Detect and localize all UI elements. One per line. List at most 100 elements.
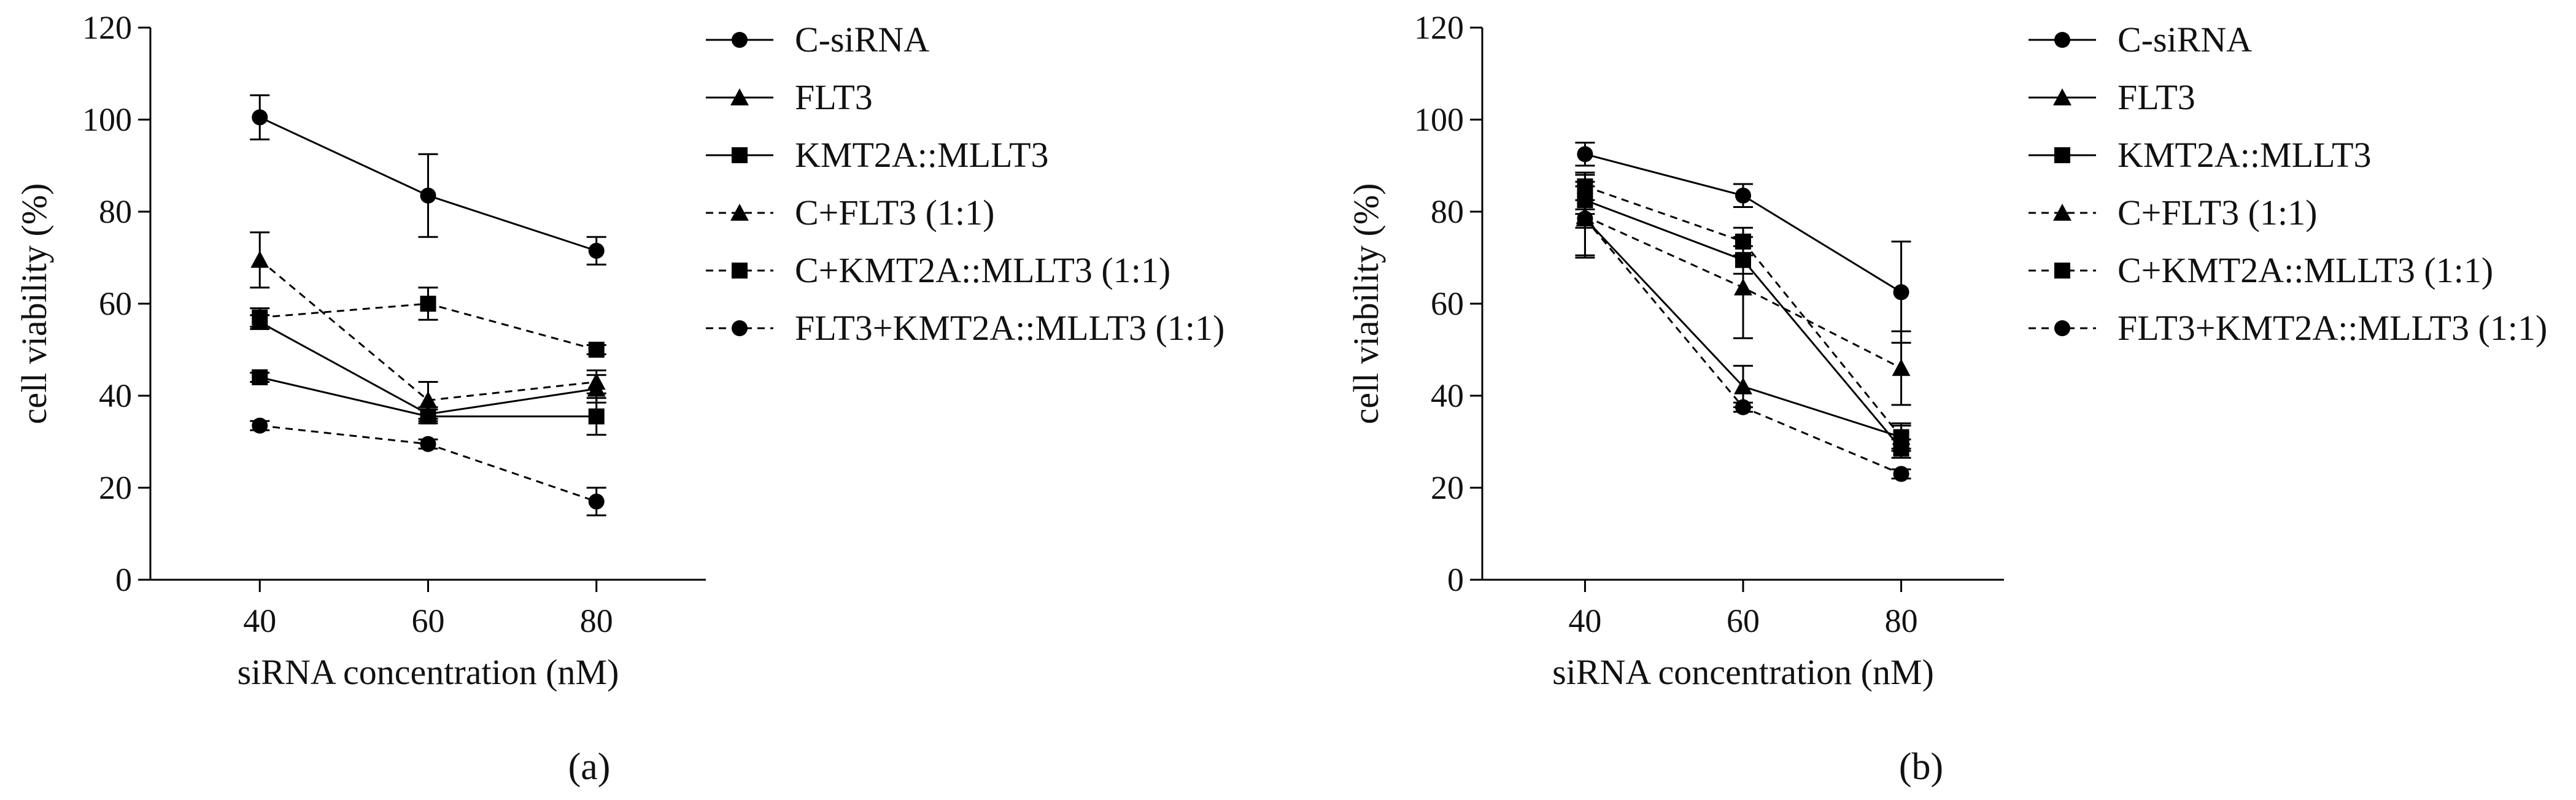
legend-item-2: FLT3 [706, 77, 873, 117]
legend-marker [2054, 147, 2070, 163]
data-point [1735, 233, 1751, 250]
y-tick-label: 120 [1414, 9, 1464, 46]
legend-marker [2053, 204, 2071, 221]
legend-marker [732, 320, 748, 336]
data-point [1734, 377, 1752, 394]
legend-item-3: KMT2A::MLLT3 [706, 135, 1049, 175]
data-point [587, 372, 606, 390]
data-point [1893, 429, 1909, 445]
legend-label: FLT3 [795, 77, 873, 117]
panel-b: (b) 0 20 40 60 80 100 120 40 60 80 siRNA concentra… [1346, 9, 2547, 788]
series-5 [1575, 171, 1911, 450]
y-tick-label: 20 [99, 469, 132, 506]
legend-label: KMT2A::MLLT3 [795, 135, 1049, 175]
data-point [252, 309, 268, 326]
data-point [250, 250, 269, 268]
legend-marker [2053, 88, 2071, 106]
data-point [1735, 399, 1751, 415]
panel-a: (a) 0 20 40 60 80 100 120 40 60 80 siRNA concentra… [14, 9, 1224, 788]
series-6 [1575, 208, 1911, 482]
series-line [259, 259, 597, 402]
series-4 [250, 231, 606, 420]
panel-label-b: (b) [1899, 746, 1943, 788]
data-point [419, 391, 438, 409]
legend-marker [2054, 32, 2070, 48]
data-point [1893, 284, 1909, 301]
legend-label: C+FLT3 (1:1) [2118, 193, 2317, 233]
legend-marker [732, 263, 748, 279]
legend-marker [732, 147, 748, 163]
data-point [588, 408, 605, 425]
data-point [252, 109, 268, 126]
data-point [1735, 187, 1751, 204]
legend-label: C-siRNA [795, 20, 929, 60]
data-point [1893, 466, 1909, 482]
y-tick-label: 100 [82, 101, 132, 138]
legend-item-2: FLT3 [2029, 77, 2195, 117]
y-tick-label: 80 [1431, 193, 1464, 230]
data-point [420, 187, 436, 204]
legend-item-1: C-siRNA [2029, 20, 2252, 60]
y-axis-title: cell viability (%) [1346, 183, 1386, 425]
legend-label: KMT2A::MLLT3 [2118, 135, 2372, 175]
legend-label: FLT3+KMT2A::MLLT3 (1:1) [795, 308, 1224, 348]
y-tick-label: 60 [99, 285, 132, 322]
legend-item-1: C-siRNA [706, 20, 929, 60]
legend-item-6: FLT3+KMT2A::MLLT3 (1:1) [2029, 308, 2547, 348]
data-point [420, 296, 436, 312]
legend-item-6: FLT3+KMT2A::MLLT3 (1:1) [706, 308, 1224, 348]
data-point [252, 417, 268, 434]
legend-label: FLT3+KMT2A::MLLT3 (1:1) [2118, 308, 2547, 348]
legend-marker [730, 88, 749, 106]
x-axis-title: siRNA concentration (nM) [1552, 652, 1934, 692]
legend-item-5: C+KMT2A::MLLT3 (1:1) [2029, 250, 2493, 290]
data-point [1577, 178, 1593, 194]
series-1 [1575, 142, 1911, 344]
y-tick-label: 0 [115, 561, 132, 598]
series-1 [250, 94, 606, 266]
x-axis-title: siRNA concentration (nM) [238, 652, 619, 692]
legend-label: C-siRNA [2118, 20, 2252, 60]
x-tick-label: 60 [412, 602, 445, 639]
data-point [420, 436, 436, 452]
legend-item-4: C+FLT3 (1:1) [706, 193, 994, 233]
x-tick-label: 40 [1568, 602, 1601, 639]
x-tick-label: 40 [243, 602, 276, 639]
data-point [1734, 278, 1752, 296]
y-tick-label: 0 [1447, 561, 1464, 598]
legend-item-4: C+FLT3 (1:1) [2029, 193, 2317, 233]
x-tick-label: 80 [580, 602, 613, 639]
legend-marker [730, 204, 749, 221]
data-point [588, 242, 605, 259]
panel-label-a: (a) [568, 746, 611, 788]
y-tick-label: 100 [1414, 101, 1464, 138]
data-point [1577, 210, 1593, 227]
legend-item-3: KMT2A::MLLT3 [2029, 135, 2372, 175]
data-point [1577, 146, 1593, 163]
legend-label: C+KMT2A::MLLT3 (1:1) [795, 250, 1170, 290]
legend-marker [732, 32, 748, 48]
legend-marker [2054, 320, 2070, 336]
y-tick-label: 40 [99, 377, 132, 414]
x-tick-label: 60 [1727, 602, 1760, 639]
series-line [1584, 185, 1902, 438]
data-point [1892, 359, 1911, 376]
legend-label: C+KMT2A::MLLT3 (1:1) [2118, 250, 2493, 290]
series-5 [250, 287, 606, 358]
y-tick-label: 120 [82, 9, 132, 46]
y-tick-label: 40 [1431, 377, 1464, 414]
legend-marker [2054, 263, 2070, 279]
x-tick-label: 80 [1885, 602, 1918, 639]
y-tick-label: 20 [1431, 469, 1464, 506]
legend-label: FLT3 [2118, 77, 2195, 117]
data-point [588, 493, 605, 510]
data-point [252, 369, 268, 385]
legend-item-5: C+KMT2A::MLLT3 (1:1) [706, 250, 1170, 290]
y-tick-label: 80 [99, 193, 132, 230]
legend-label: C+FLT3 (1:1) [795, 193, 994, 233]
data-point [588, 342, 605, 358]
